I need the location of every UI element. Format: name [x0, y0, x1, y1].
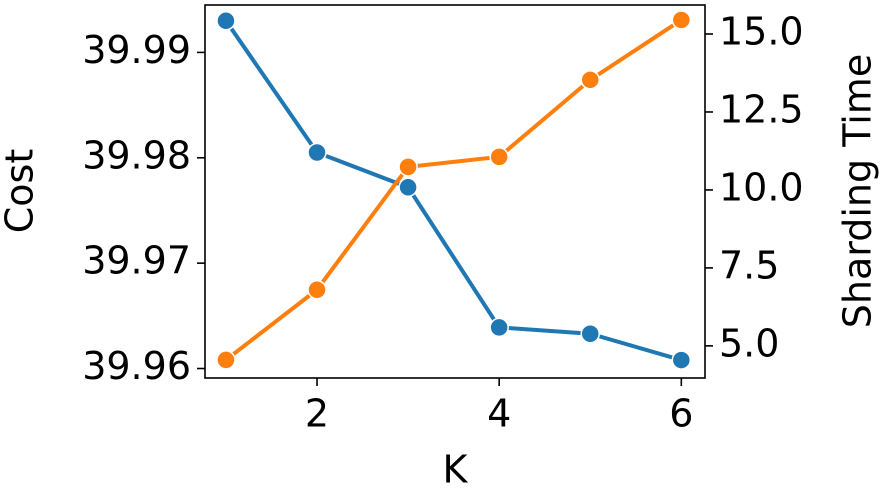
data-point	[216, 11, 236, 31]
y2-tick-label: 7.5	[719, 243, 779, 287]
data-point	[398, 177, 418, 198]
y2-axis-label: Sharding Time	[836, 54, 880, 328]
x-tick-label: 4	[487, 392, 511, 436]
data-point	[307, 142, 327, 163]
plot-frame	[204, 4, 706, 379]
data-point	[580, 323, 600, 344]
y2-tick-label: 12.5	[719, 87, 804, 131]
x-tick-label: 6	[669, 392, 693, 436]
y2-tick-label: 10.0	[719, 165, 804, 209]
x-axis-label: K	[443, 448, 469, 492]
data-point	[489, 147, 509, 167]
y-tick-label: 39.96	[82, 344, 191, 388]
data-point	[489, 317, 509, 338]
y2-tick-label: 5.0	[719, 321, 779, 365]
y-tick-label: 39.99	[82, 28, 191, 72]
data-point	[216, 350, 236, 370]
data-point	[307, 279, 327, 300]
data-point	[671, 350, 692, 370]
y-tick-label: 39.97	[82, 239, 191, 283]
data-point	[671, 10, 692, 30]
x-tick-label: 2	[305, 392, 329, 436]
y2-tick-label: 15.0	[719, 10, 804, 54]
series-line	[224, 19, 682, 363]
data-point	[580, 70, 600, 90]
data-point	[398, 157, 418, 177]
y-axis-label: Cost	[0, 149, 42, 233]
y-tick-label: 39.98	[82, 133, 191, 177]
series-line	[224, 18, 683, 362]
